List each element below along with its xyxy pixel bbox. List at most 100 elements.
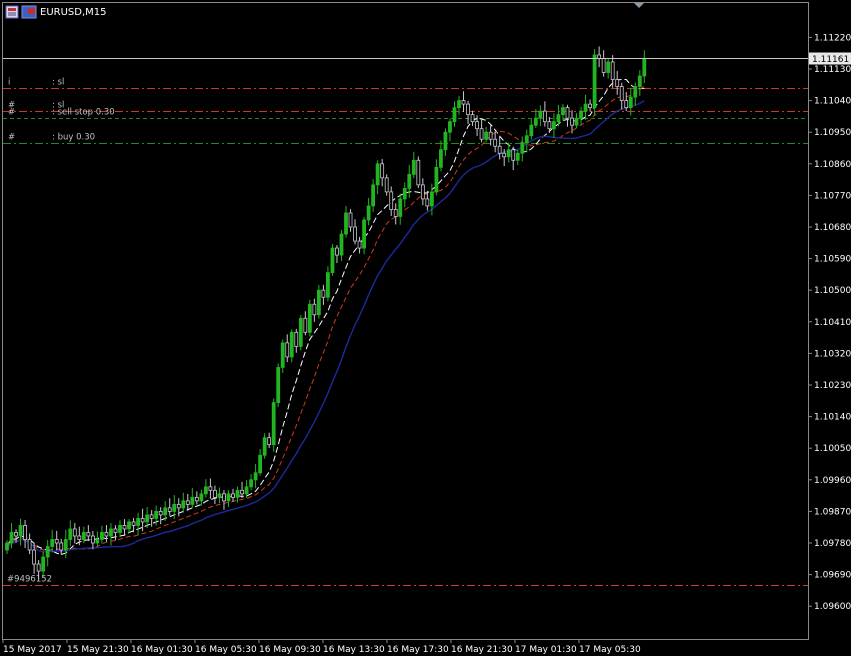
candle-body[interactable]: [429, 191, 434, 207]
candle-body[interactable]: [289, 331, 294, 358]
candle-body[interactable]: [213, 489, 217, 498]
candle-body[interactable]: [479, 128, 484, 140]
candle-body[interactable]: [316, 289, 321, 316]
candle-body[interactable]: [95, 539, 100, 544]
candle-body[interactable]: [222, 493, 226, 502]
candle-body[interactable]: [199, 493, 204, 502]
candle-body[interactable]: [9, 532, 14, 544]
candle-body[interactable]: [208, 486, 213, 491]
candle-body[interactable]: [547, 121, 552, 130]
candle-body[interactable]: [411, 159, 416, 175]
candle-body[interactable]: [253, 472, 258, 481]
candle-body[interactable]: [375, 163, 380, 186]
candle-body[interactable]: [407, 173, 412, 189]
candle-body[interactable]: [335, 247, 339, 256]
candle-body[interactable]: [393, 209, 398, 217]
candle-body[interactable]: [533, 117, 538, 126]
candle-body[interactable]: [448, 121, 452, 133]
candle-body[interactable]: [172, 503, 177, 512]
candle-body[interactable]: [443, 131, 448, 151]
candle-body[interactable]: [380, 163, 385, 179]
candle-body[interactable]: [484, 131, 489, 140]
candle-body[interactable]: [493, 138, 498, 147]
candle-body[interactable]: [524, 135, 529, 144]
candle-body[interactable]: [542, 110, 547, 123]
candle-body[interactable]: [181, 500, 186, 509]
candle-body[interactable]: [41, 556, 46, 572]
candle-body[interactable]: [113, 528, 118, 533]
candle-body[interactable]: [624, 100, 629, 109]
candle-body[interactable]: [574, 117, 579, 126]
candle-body[interactable]: [303, 317, 308, 333]
candle-body[interactable]: [68, 528, 73, 540]
candle-body[interactable]: [601, 58, 606, 73]
candle-body[interactable]: [452, 107, 457, 123]
candle-body[interactable]: [461, 100, 466, 105]
candle-body[interactable]: [36, 563, 41, 572]
candle-body[interactable]: [163, 507, 168, 516]
scroll-marker-icon[interactable]: [634, 3, 644, 8]
candle-body[interactable]: [402, 187, 407, 200]
candle-body[interactable]: [606, 61, 611, 73]
candle-body[interactable]: [109, 528, 113, 537]
candle-body[interactable]: [588, 103, 592, 109]
candle-body[interactable]: [50, 539, 55, 547]
candle-body[interactable]: [127, 521, 131, 530]
candle-body[interactable]: [515, 152, 520, 161]
candle-body[interactable]: [235, 489, 240, 498]
candle-body[interactable]: [552, 121, 556, 130]
candle-body[interactable]: [18, 525, 23, 537]
candle-body[interactable]: [357, 240, 362, 249]
candle-body[interactable]: [511, 149, 516, 161]
candle-body[interactable]: [538, 110, 543, 119]
candle-body[interactable]: [72, 528, 77, 537]
candle-body[interactable]: [54, 539, 59, 544]
candle-body[interactable]: [63, 539, 68, 551]
candle-body[interactable]: [194, 496, 199, 502]
candle-body[interactable]: [176, 503, 181, 509]
candle-body[interactable]: [244, 486, 249, 495]
candle-body[interactable]: [90, 535, 95, 544]
candle-body[interactable]: [619, 86, 624, 102]
candle-body[interactable]: [249, 479, 253, 488]
candle-body[interactable]: [149, 514, 154, 519]
candle-body[interactable]: [565, 107, 570, 119]
candle-body[interactable]: [136, 518, 140, 526]
candle-body[interactable]: [362, 219, 366, 249]
candle-body[interactable]: [14, 532, 18, 537]
candle-body[interactable]: [470, 114, 475, 123]
candle-body[interactable]: [262, 437, 267, 456]
candle-body[interactable]: [27, 539, 32, 551]
candle-body[interactable]: [597, 54, 602, 59]
candle-body[interactable]: [556, 114, 561, 123]
candle-body[interactable]: [203, 486, 208, 495]
candle-body[interactable]: [570, 117, 574, 126]
candle-body[interactable]: [81, 532, 86, 540]
candle-body[interactable]: [457, 100, 461, 109]
flag-icon[interactable]: [21, 5, 37, 19]
candle-body[interactable]: [285, 342, 290, 358]
candle-body[interactable]: [271, 402, 276, 446]
candle-body[interactable]: [226, 493, 231, 502]
candle-body[interactable]: [45, 546, 50, 558]
candle-body[interactable]: [122, 525, 127, 530]
candle-body[interactable]: [298, 317, 303, 347]
candle-body[interactable]: [100, 532, 104, 540]
candle-body[interactable]: [420, 184, 425, 200]
candle-body[interactable]: [231, 493, 235, 498]
candle-body[interactable]: [610, 61, 615, 80]
candle-body[interactable]: [86, 532, 91, 537]
candle-body[interactable]: [502, 152, 507, 158]
candle-body[interactable]: [466, 103, 470, 116]
candle-body[interactable]: [321, 289, 326, 298]
candle-body[interactable]: [217, 493, 222, 498]
candle-body[interactable]: [240, 489, 244, 495]
candle-body[interactable]: [389, 191, 394, 210]
candle-body[interactable]: [154, 510, 159, 519]
candle-body[interactable]: [326, 272, 330, 298]
candle-body[interactable]: [520, 142, 525, 154]
candle-body[interactable]: [583, 103, 588, 112]
candle-body[interactable]: [366, 205, 371, 221]
candle-body[interactable]: [579, 110, 583, 119]
